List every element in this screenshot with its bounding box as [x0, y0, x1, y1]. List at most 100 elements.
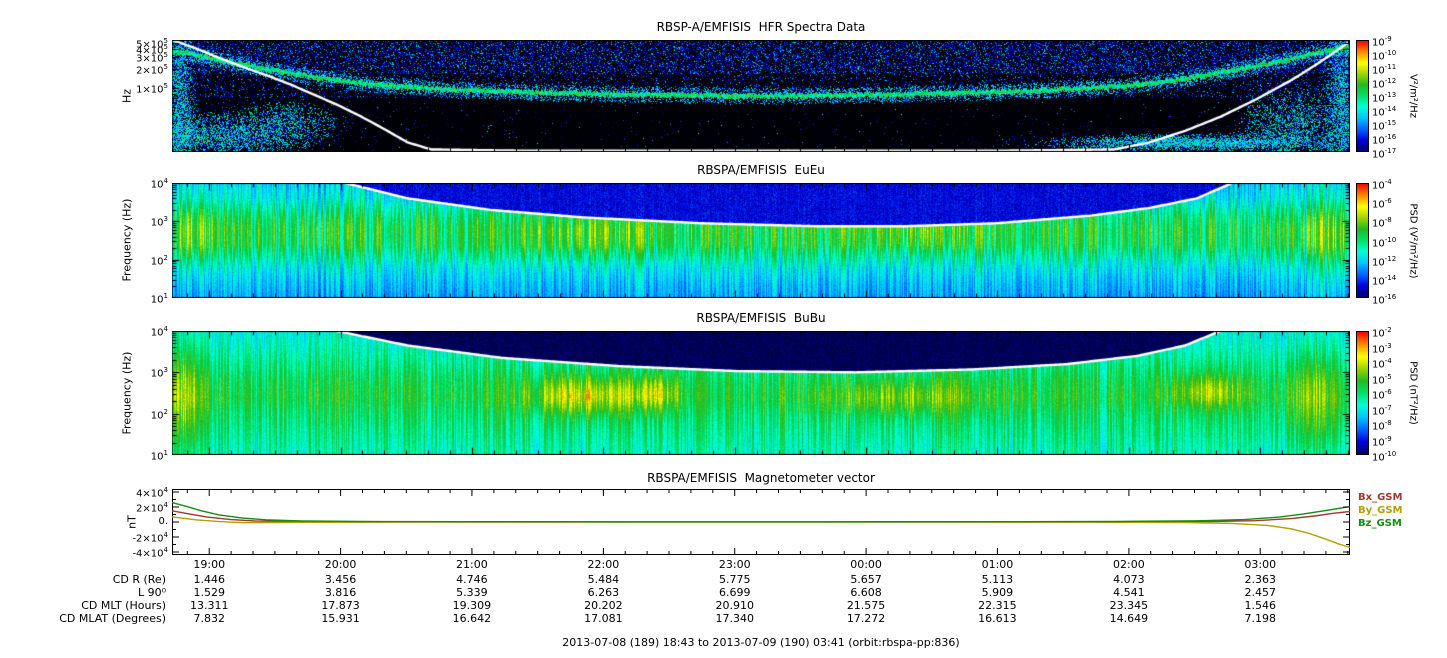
y-tick-label-hfr: 4×105 — [136, 43, 168, 57]
ephemeris-value: 6.263 — [587, 586, 620, 599]
colorbar-tick-label-bubu: 10-5 — [1372, 372, 1392, 386]
time-tick-label: 21:00 — [456, 558, 488, 571]
ephemeris-value: 23.345 — [1109, 599, 1149, 612]
time-range-footer: 2013-07-08 (189) 18:43 to 2013-07-09 (19… — [562, 636, 960, 649]
ephemeris-value: 4.746 — [456, 573, 488, 586]
magnetometer-plot — [172, 489, 1350, 555]
colorbar-tick-label-eueu: 10-16 — [1372, 293, 1397, 307]
colorbar-tick-label-bubu: 10-3 — [1372, 341, 1392, 355]
colorbar-tick-label-bubu: 10-2 — [1372, 326, 1392, 340]
y-tick-label-mag: 0. — [158, 516, 168, 527]
y-tick-label-mag: -4×104 — [132, 546, 168, 560]
hfr-panel-title: RBSP-A/EMFISIS HFR Spectra Data — [656, 20, 866, 34]
colorbar-unit-eueu: PSD (V²/m²/Hz) — [1407, 202, 1419, 279]
ephemeris-value: 15.931 — [321, 612, 360, 625]
eueu-y-axis-label: Frequency (Hz) — [120, 198, 134, 282]
ephemeris-value: 13.311 — [189, 599, 229, 612]
ephemeris-value: 4.541 — [1113, 586, 1145, 599]
y-tick-label-bubu: 101 — [150, 449, 168, 463]
y-tick-label-bubu: 104 — [150, 325, 168, 339]
colorbar-tick-label-eueu: 10-14 — [1372, 273, 1397, 288]
ephemeris-value: 1.529 — [193, 586, 225, 599]
spectrogram-bubu — [172, 331, 1350, 455]
mag-panel-title: RBSPA/EMFISIS Magnetometer vector — [647, 471, 875, 485]
ephemeris-value: 22.315 — [978, 599, 1017, 612]
ephemeris-value: 6.608 — [850, 586, 882, 599]
colorbar-unit-bubu: PSD (nT²/Hz) — [1407, 361, 1419, 425]
time-tick-label: 23:00 — [718, 558, 751, 571]
legend-By_GSM: By_GSM — [1358, 505, 1403, 516]
colorbar-bubu — [1356, 331, 1369, 455]
colorbar-tick-label-hfr: 10-17 — [1372, 147, 1397, 161]
ephemeris-row-label: CD R (Re) — [112, 573, 166, 586]
colorbar-tick-label-eueu: 10-4 — [1372, 178, 1392, 192]
spectrogram-eueu — [172, 183, 1350, 298]
ephemeris-value: 5.339 — [456, 586, 488, 599]
ephemeris-value: 5.657 — [850, 573, 882, 586]
y-tick-label-hfr: 1×105 — [136, 82, 168, 96]
ephemeris-value: 17.272 — [846, 612, 886, 625]
colorbar-tick-label-hfr: 10-9 — [1372, 35, 1392, 49]
colorbar-tick-label-eueu: 10-6 — [1372, 197, 1392, 211]
colorbar-tick-label-bubu: 10-8 — [1372, 419, 1392, 433]
y-tick-label-eueu: 104 — [150, 177, 168, 191]
ephemeris-value: 16.613 — [978, 612, 1017, 625]
colorbar-tick-label-bubu: 10-4 — [1372, 357, 1392, 371]
ephemeris-value: 3.456 — [324, 573, 357, 586]
colorbar-unit-hfr: V²/m²/Hz — [1407, 73, 1419, 119]
ephemeris-value: 4.073 — [1113, 573, 1145, 586]
time-tick-label: 00:00 — [850, 558, 882, 571]
colorbar-tick-label-hfr: 10-16 — [1372, 133, 1397, 147]
y-tick-label-bubu: 102 — [150, 407, 168, 421]
y-tick-label-eueu: 102 — [150, 253, 168, 267]
colorbar-tick-label-eueu: 10-12 — [1372, 254, 1397, 268]
spectrogram-hfr — [172, 40, 1350, 152]
colorbar-eueu — [1356, 183, 1369, 298]
ephemeris-value: 7.198 — [1244, 612, 1276, 625]
ephemeris-value: 5.909 — [981, 586, 1014, 599]
time-tick-label: 20:00 — [324, 558, 357, 571]
colorbar-tick-label-hfr: 10-14 — [1372, 105, 1397, 119]
y-tick-label-hfr: 5×105 — [136, 37, 168, 51]
ephemeris-value: 1.546 — [1244, 599, 1276, 612]
colorbar-tick-label-hfr: 10-11 — [1372, 63, 1397, 77]
time-tick-label: 22:00 — [587, 558, 620, 571]
ephemeris-value: 2.363 — [1244, 573, 1276, 586]
ephemeris-row-label: CD MLT (Hours) — [81, 599, 166, 612]
y-tick-label-mag: -2×104 — [132, 531, 168, 545]
ephemeris-value: 6.699 — [718, 586, 751, 599]
colorbar-tick-label-hfr: 10-10 — [1372, 49, 1397, 63]
ephemeris-value: 5.113 — [981, 573, 1014, 586]
series-Bz_GSM — [172, 501, 1350, 523]
colorbar-tick-label-bubu: 10-10 — [1372, 450, 1397, 464]
colorbar-hfr — [1356, 40, 1369, 152]
ephemeris-value: 14.649 — [1109, 612, 1149, 625]
colorbar-tick-label-bubu: 10-6 — [1372, 388, 1392, 402]
colorbar-tick-label-eueu: 10-10 — [1372, 235, 1397, 249]
ephemeris-value: 21.575 — [846, 599, 886, 612]
ephemeris-value: 2.457 — [1244, 586, 1276, 599]
y-tick-label-eueu: 101 — [150, 292, 168, 306]
y-tick-label-mag: 4×104 — [136, 486, 168, 500]
bubu-panel-title: RBSPA/EMFISIS BuBu — [696, 311, 826, 325]
legend-Bx_GSM: Bx_GSM — [1358, 492, 1403, 503]
ephemeris-value: 17.081 — [584, 612, 623, 625]
time-tick-label: 02:00 — [1113, 558, 1145, 571]
colorbar-tick-label-hfr: 10-15 — [1372, 119, 1397, 133]
magnetometer-axis-ticks — [173, 490, 1349, 554]
colorbar-tick-label-eueu: 10-8 — [1372, 216, 1392, 230]
y-tick-label-hfr: 2×105 — [136, 62, 168, 77]
ephemeris-value: 3.816 — [324, 586, 357, 599]
ephemeris-value: 7.832 — [193, 612, 225, 625]
ephemeris-value: 17.873 — [321, 599, 360, 612]
colorbar-tick-label-bubu: 10-7 — [1372, 403, 1392, 417]
ephemeris-row-label: CD MLAT (Degrees) — [59, 612, 166, 625]
ephemeris-value: 5.775 — [718, 573, 751, 586]
y-tick-label-mag: 2×104 — [136, 501, 168, 515]
y-tick-label-bubu: 103 — [150, 366, 168, 380]
colorbar-tick-label-hfr: 10-13 — [1372, 91, 1397, 105]
ephemeris-row-label: L 90⁰ — [137, 586, 166, 599]
ephemeris-value: 1.446 — [193, 573, 225, 586]
time-tick-label: 19:00 — [193, 558, 226, 571]
